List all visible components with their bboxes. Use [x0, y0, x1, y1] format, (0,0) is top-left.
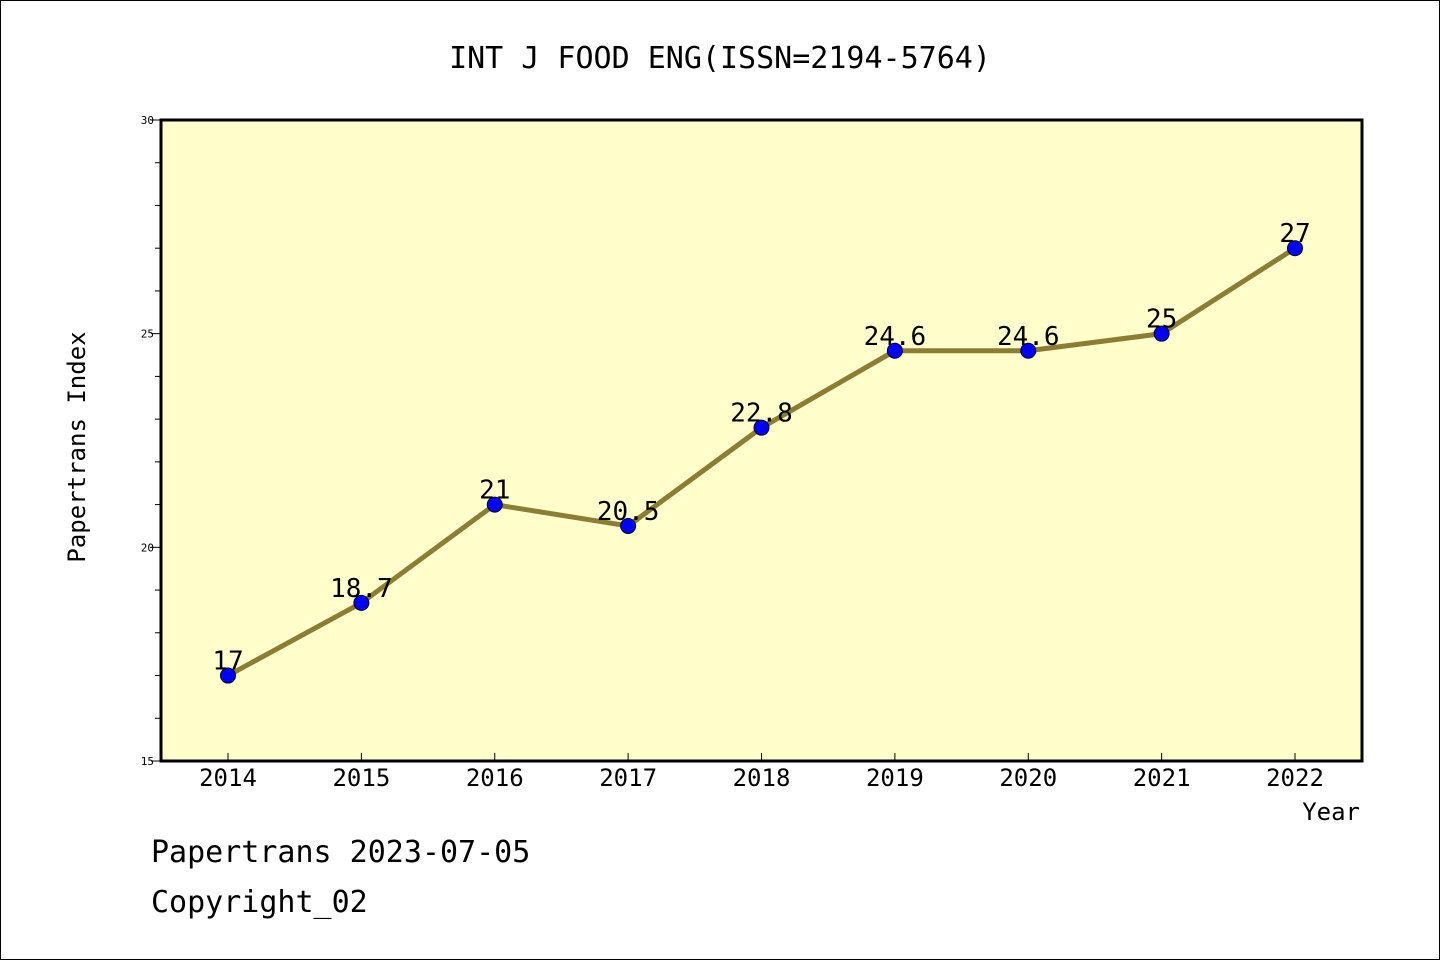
data-label: 18.7 [330, 574, 393, 604]
data-point [1020, 342, 1037, 359]
y-tick-label: 25 [141, 328, 154, 341]
data-point [353, 594, 370, 611]
data-point [1287, 240, 1303, 257]
x-tick-label: 2016 [466, 764, 524, 792]
footer-copyright: Copyright_02 [151, 885, 368, 920]
x-axis-label: Year [1302, 798, 1360, 826]
data-point [620, 517, 637, 534]
chart-title: INT J FOOD ENG(ISSN=2194-5764) [449, 41, 991, 76]
data-point [753, 419, 770, 436]
x-tick-label: 2014 [199, 764, 257, 792]
data-label: 24.6 [864, 322, 927, 352]
y-tick-label: 20 [141, 541, 154, 554]
x-tick-label: 2021 [1133, 764, 1191, 792]
data-point [886, 342, 903, 359]
data-point [1153, 325, 1170, 342]
plot-area [159, 118, 1364, 763]
data-point [220, 667, 236, 684]
data-label: 27 [1279, 219, 1310, 249]
x-tick-label: 2017 [599, 764, 657, 792]
data-labels: 17 18.7 21 20.5 22.8 24.6 24.6 25 27 [212, 219, 1310, 676]
data-point [486, 496, 503, 513]
y-tick-label: 30 [141, 114, 154, 127]
x-tick-label: 2015 [332, 764, 390, 792]
data-label: 20.5 [597, 497, 660, 527]
data-label: 21 [479, 476, 510, 506]
data-series [220, 240, 1303, 684]
x-tick-label: 2019 [866, 764, 924, 792]
data-label: 24.6 [997, 322, 1060, 352]
y-tick-label: 15 [141, 755, 154, 768]
data-label: 17 [212, 647, 243, 677]
data-label: 25 [1146, 305, 1177, 335]
x-tick-label: 2022 [1266, 764, 1324, 792]
x-axis: 2014 2015 2016 2017 2018 2019 2020 2021 2022 [199, 753, 1324, 792]
data-label: 22.8 [730, 399, 793, 429]
x-tick-label: 2020 [999, 764, 1057, 792]
y-axis: 15 20 25 30 [141, 114, 161, 768]
footer-source: Papertrans 2023-07-05 [151, 835, 531, 870]
y-axis-label: Papertrans Index [63, 331, 91, 562]
x-tick-label: 2018 [733, 764, 791, 792]
